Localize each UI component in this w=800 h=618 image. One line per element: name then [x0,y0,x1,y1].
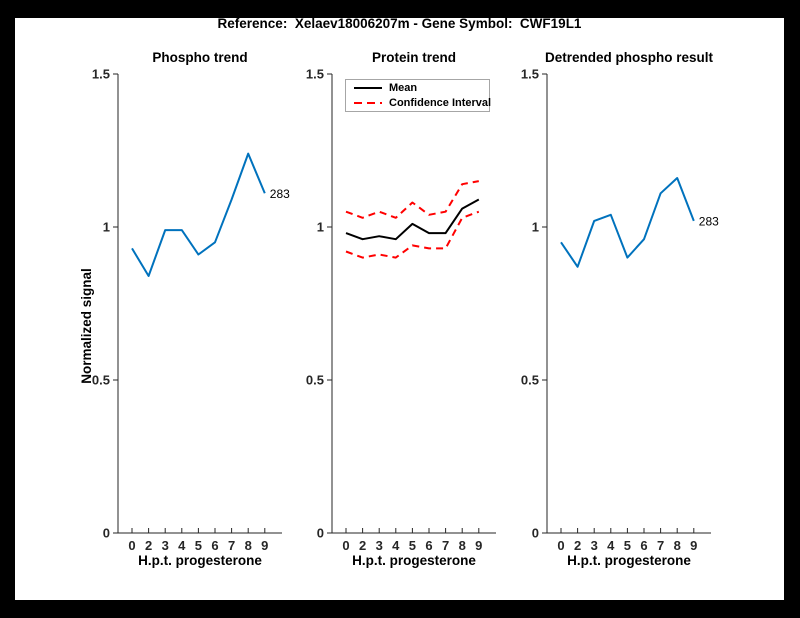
end-point-label: 283 [699,214,719,228]
legend-label-confidence-interval: Confidence Interval [389,97,492,109]
x-tick-label: 4 [392,538,400,553]
x-tick-label: 4 [178,538,186,553]
x-tick-label: 2 [145,538,152,553]
subplot3-xlabel: H.p.t. progesterone [567,553,691,568]
x-tick-label: 9 [261,538,268,553]
y-tick-label: 1.5 [306,67,324,82]
legend-entry-mean: Mean [353,82,489,95]
y-tick-label: 1.5 [92,67,110,82]
x-tick-label: 7 [442,538,449,553]
y-tick-label: 0 [103,526,110,541]
x-tick-label: 8 [674,538,681,553]
y-tick-label: 0 [317,526,324,541]
legend-label-mean: Mean [389,82,418,94]
subplot2-title: Protein trend [371,50,456,65]
y-tick-label: 0.5 [521,373,539,388]
x-tick-label: 0 [342,538,349,553]
x-tick-label: 5 [624,538,631,553]
y-tick-label: 0.5 [92,373,110,388]
x-tick-label: 9 [475,538,482,553]
ci-lower-line [345,210,480,259]
x-tick-label: 0 [557,538,564,553]
legend-entry-confidence-interval: Confidence Interval [353,97,492,110]
x-tick-label: 8 [245,538,252,553]
y-axis-label: Normalized signal [79,268,94,384]
detrended-phospho-signal-line [560,177,695,268]
x-tick-label: 0 [128,538,135,553]
x-tick-label: 5 [409,538,416,553]
x-tick-label: 7 [657,538,664,553]
x-tick-label: 3 [162,538,169,553]
x-tick-label: 6 [425,538,432,553]
end-point-label: 283 [270,187,290,201]
x-tick-label: 4 [607,538,615,553]
confidence-interval-line-sample [354,102,382,104]
x-tick-label: 6 [211,538,218,553]
phospho-signal-line [131,152,266,277]
subplot1-title: Phospho trend [152,50,248,65]
subplot1-xlabel: H.p.t. progesterone [138,553,262,568]
y-tick-label: 0.5 [306,373,324,388]
x-tick-label: 9 [690,538,697,553]
x-tick-label: 5 [195,538,202,553]
figure-title: Reference: Xelaev18006207m - Gene Symbol… [217,16,582,31]
mean-line-sample [354,87,382,89]
subplot2-xlabel: H.p.t. progesterone [352,553,476,568]
x-tick-label: 8 [459,538,466,553]
x-tick-label: 3 [591,538,598,553]
x-tick-label: 6 [640,538,647,553]
y-tick-label: 1 [103,220,110,235]
figure-background [15,18,784,600]
x-tick-label: 2 [574,538,581,553]
x-tick-label: 7 [228,538,235,553]
ci-upper-line [345,180,479,219]
y-tick-label: 0 [532,526,539,541]
x-tick-label: 2 [359,538,366,553]
x-tick-label: 3 [376,538,383,553]
mean-line [345,198,480,241]
y-tick-label: 1 [317,220,324,235]
y-tick-label: 1 [532,220,539,235]
y-tick-label: 1.5 [521,67,539,82]
legend: Mean Confidence Interval [345,79,492,112]
subplot3-title: Detrended phospho result [544,50,713,65]
